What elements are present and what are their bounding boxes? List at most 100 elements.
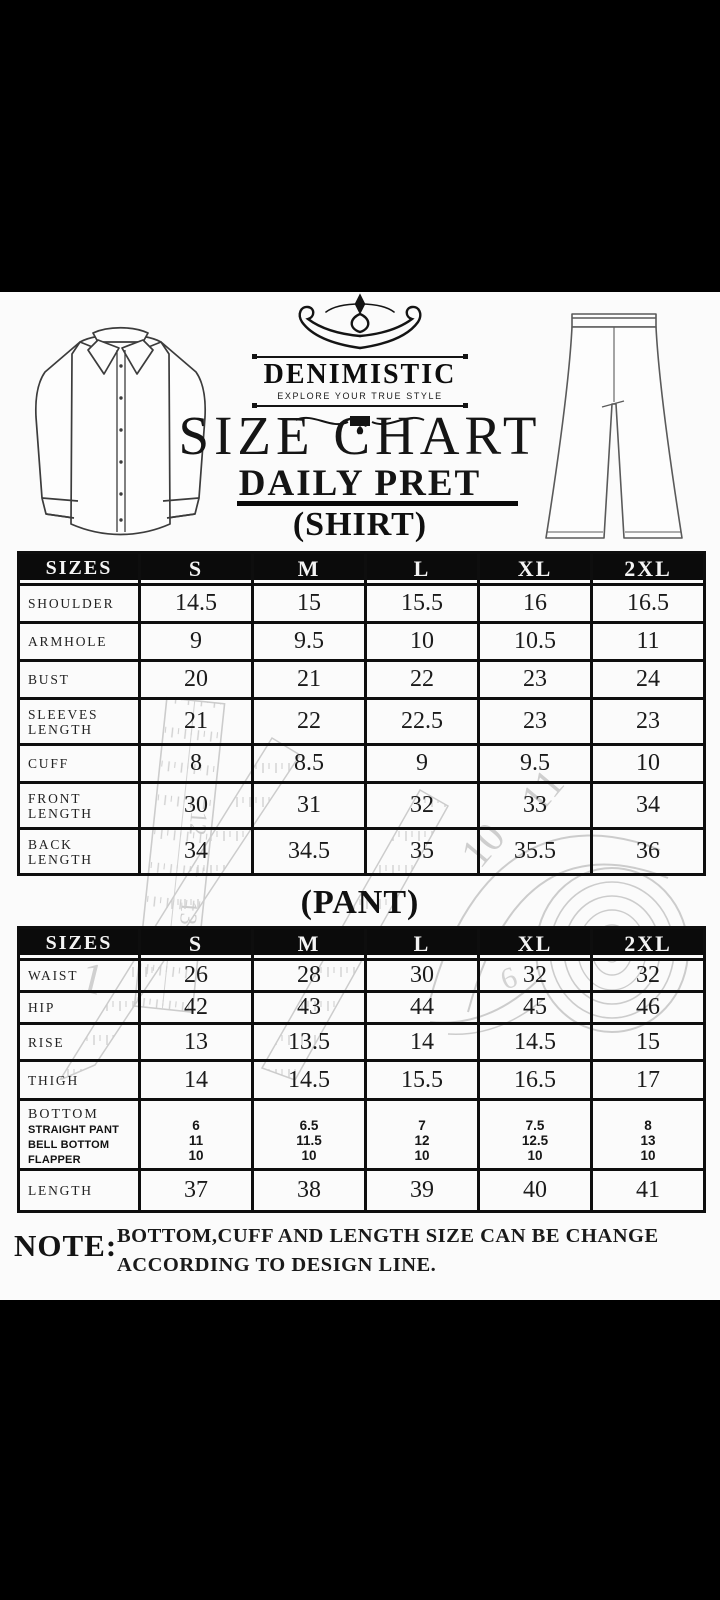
page-subtitle: DAILY PRET <box>238 463 482 504</box>
cell: 23 <box>477 659 593 700</box>
row-label: FRONT LENGTH <box>17 781 141 830</box>
column-header-2xl: 2XL <box>590 926 706 961</box>
cell: 23 <box>590 697 706 746</box>
cell: 16 <box>477 583 593 624</box>
subtitle-underline <box>237 501 518 506</box>
table-row-shoulder: SHOULDER 14.5 15 15.5 16 16.5 <box>17 583 706 624</box>
cell: 45 <box>477 990 593 1025</box>
cell: 34 <box>590 781 706 830</box>
brand-name: DENIMISTIC <box>263 359 457 390</box>
row-label: RISE <box>17 1022 141 1062</box>
cell: 24 <box>590 659 706 700</box>
table-row-length: LENGTH 37 38 39 40 41 <box>17 1168 706 1213</box>
cell: 32 <box>590 958 706 993</box>
cell: 33 <box>477 781 593 830</box>
column-header-sizes: SIZES <box>17 926 141 961</box>
column-header-l: L <box>364 926 480 961</box>
cell: 9 <box>364 743 480 784</box>
row-label: BACK LENGTH <box>17 827 141 876</box>
column-header-sizes: SIZES <box>17 551 141 586</box>
row-label: SHOULDER <box>17 583 141 624</box>
cell: 31 <box>251 781 367 830</box>
table-row-bottom: BOTTOM STRAIGHT PANT BELL BOTTOM FLAPPER… <box>17 1098 706 1171</box>
cell: 17 <box>590 1059 706 1101</box>
note-label: NOTE: <box>14 1228 118 1263</box>
brand-tagline: EXPLORE YOUR TRUE STYLE <box>277 391 443 401</box>
table-row-front-length: FRONT LENGTH 30 31 32 33 34 <box>17 781 706 830</box>
cell: 32 <box>364 781 480 830</box>
row-label: ARMHOLE <box>17 621 141 662</box>
column-header-m: M <box>251 926 367 961</box>
row-label-bottom: BOTTOM STRAIGHT PANT BELL BOTTOM FLAPPER <box>17 1098 141 1171</box>
cell: 14.5 <box>477 1022 593 1062</box>
table-row-hip: HIP 42 43 44 45 46 <box>17 990 706 1025</box>
cell: 16.5 <box>477 1059 593 1101</box>
column-header-l: L <box>364 551 480 586</box>
table-row-sleeves-length: SLEEVES LENGTH 21 22 22.5 23 23 <box>17 697 706 746</box>
table-row-waist: WAIST 26 28 30 32 32 <box>17 958 706 993</box>
shirt-table-header-row: SIZES S M L XL 2XL <box>17 551 706 586</box>
row-label: LENGTH <box>17 1168 141 1213</box>
pant-illustration <box>530 306 698 546</box>
cell: 15 <box>251 583 367 624</box>
table-row-armhole: ARMHOLE 9 9.5 10 10.5 11 <box>17 621 706 662</box>
cell: 10 <box>590 743 706 784</box>
cell-bottom-m: 6.5 11.5 10 <box>251 1098 367 1171</box>
cell: 14 <box>138 1059 254 1101</box>
cell: 14.5 <box>138 583 254 624</box>
row-label: CUFF <box>17 743 141 784</box>
cell: 35 <box>364 827 480 876</box>
table-row-back-length: BACK LENGTH 34 34.5 35 35.5 36 <box>17 827 706 876</box>
cell: 8 <box>138 743 254 784</box>
cell: 9.5 <box>477 743 593 784</box>
cell: 43 <box>251 990 367 1025</box>
cell: 22 <box>364 659 480 700</box>
logo-rule-top <box>252 354 468 359</box>
row-label: BUST <box>17 659 141 700</box>
bottom-sublabel-bell-bottom: BELL BOTTOM <box>28 1139 110 1151</box>
table-row-bust: BUST 20 21 22 23 24 <box>17 659 706 700</box>
cell: 22 <box>251 697 367 746</box>
cell: 10 <box>364 621 480 662</box>
cell: 16.5 <box>590 583 706 624</box>
cell-bottom-xl: 7.5 12.5 10 <box>477 1098 593 1171</box>
cell: 15.5 <box>364 1059 480 1101</box>
cell: 8.5 <box>251 743 367 784</box>
row-label: HIP <box>17 990 141 1025</box>
bottom-letterbox-bar <box>0 1300 720 1600</box>
cell: 40 <box>477 1168 593 1213</box>
cell: 36 <box>590 827 706 876</box>
cell: 46 <box>590 990 706 1025</box>
cell: 13 <box>138 1022 254 1062</box>
cell: 21 <box>138 697 254 746</box>
cell: 15.5 <box>364 583 480 624</box>
column-header-m: M <box>251 551 367 586</box>
note-text: BOTTOM,CUFF AND LENGTH SIZE CAN BE CHANG… <box>117 1225 659 1276</box>
cell: 21 <box>251 659 367 700</box>
cell: 38 <box>251 1168 367 1213</box>
cell: 42 <box>138 990 254 1025</box>
brand-logo: DENIMISTIC EXPLORE YOUR TRUE STYLE <box>252 292 468 436</box>
row-label: WAIST <box>17 958 141 993</box>
pant-section-heading: (PANT) <box>300 884 420 921</box>
column-header-s: S <box>138 926 254 961</box>
cell: 39 <box>364 1168 480 1213</box>
cell: 37 <box>138 1168 254 1213</box>
cell: 14 <box>364 1022 480 1062</box>
shirt-size-table: SIZES S M L XL 2XL SHOULDER 14.5 15 15.5… <box>17 551 706 876</box>
column-header-2xl: 2XL <box>590 551 706 586</box>
cell-bottom-l: 7 12 10 <box>364 1098 480 1171</box>
size-chart-poster: 12 13 1 10 11 6 <box>0 292 720 1300</box>
row-label: SLEEVES LENGTH <box>17 697 141 746</box>
table-row-cuff: CUFF 8 8.5 9 9.5 10 <box>17 743 706 784</box>
cell: 35.5 <box>477 827 593 876</box>
column-header-s: S <box>138 551 254 586</box>
cell: 44 <box>364 990 480 1025</box>
cell: 10.5 <box>477 621 593 662</box>
column-header-xl: XL <box>477 926 593 961</box>
page-title: SIZE CHART <box>178 405 542 466</box>
top-letterbox-bar <box>0 0 720 292</box>
cell: 34.5 <box>251 827 367 876</box>
cell: 30 <box>138 781 254 830</box>
bottom-label: BOTTOM <box>28 1107 99 1122</box>
